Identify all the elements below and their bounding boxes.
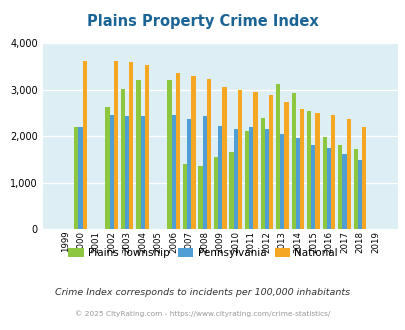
Bar bbox=[145, 65, 149, 229]
Bar bbox=[284, 102, 288, 229]
Bar bbox=[121, 89, 125, 229]
Bar bbox=[202, 115, 206, 229]
Bar bbox=[167, 80, 171, 229]
Bar bbox=[326, 148, 330, 229]
Bar bbox=[357, 160, 361, 229]
Bar bbox=[229, 152, 233, 229]
Bar bbox=[105, 107, 109, 229]
Bar bbox=[279, 134, 284, 229]
Bar bbox=[175, 73, 179, 229]
Text: © 2025 CityRating.com - https://www.cityrating.com/crime-statistics/: © 2025 CityRating.com - https://www.city… bbox=[75, 311, 330, 317]
Bar bbox=[345, 119, 350, 229]
Bar bbox=[233, 129, 237, 229]
Text: Plains Property Crime Index: Plains Property Crime Index bbox=[87, 14, 318, 29]
Bar bbox=[306, 111, 311, 229]
Bar bbox=[315, 113, 319, 229]
Bar bbox=[311, 146, 315, 229]
Bar bbox=[78, 127, 83, 229]
Bar bbox=[341, 154, 345, 229]
Bar bbox=[136, 80, 140, 229]
Bar bbox=[140, 115, 145, 229]
Bar bbox=[109, 115, 113, 229]
Text: Crime Index corresponds to incidents per 100,000 inhabitants: Crime Index corresponds to incidents per… bbox=[55, 287, 350, 297]
Bar bbox=[353, 149, 357, 229]
Bar bbox=[322, 137, 326, 229]
Bar bbox=[268, 95, 273, 229]
Bar bbox=[125, 116, 129, 229]
Bar bbox=[260, 118, 264, 229]
Bar bbox=[361, 127, 365, 229]
Bar bbox=[337, 145, 341, 229]
Bar bbox=[74, 127, 78, 229]
Bar bbox=[83, 61, 87, 229]
Bar bbox=[295, 139, 299, 229]
Bar bbox=[206, 79, 211, 229]
Bar bbox=[187, 119, 191, 229]
Bar bbox=[222, 87, 226, 229]
Bar bbox=[183, 164, 187, 229]
Bar bbox=[249, 127, 253, 229]
Bar bbox=[264, 129, 268, 229]
Bar bbox=[253, 92, 257, 229]
Bar bbox=[217, 126, 222, 229]
Bar bbox=[291, 93, 295, 229]
Bar bbox=[191, 76, 195, 229]
Bar bbox=[129, 62, 133, 229]
Legend: Plains Township, Pennsylvania, National: Plains Township, Pennsylvania, National bbox=[64, 244, 341, 262]
Bar bbox=[299, 109, 303, 229]
Bar bbox=[330, 115, 335, 229]
Bar bbox=[171, 115, 175, 229]
Bar bbox=[237, 90, 241, 229]
Bar bbox=[213, 157, 217, 229]
Bar bbox=[113, 61, 117, 229]
Bar bbox=[244, 131, 249, 229]
Bar bbox=[275, 84, 279, 229]
Bar bbox=[198, 166, 202, 229]
